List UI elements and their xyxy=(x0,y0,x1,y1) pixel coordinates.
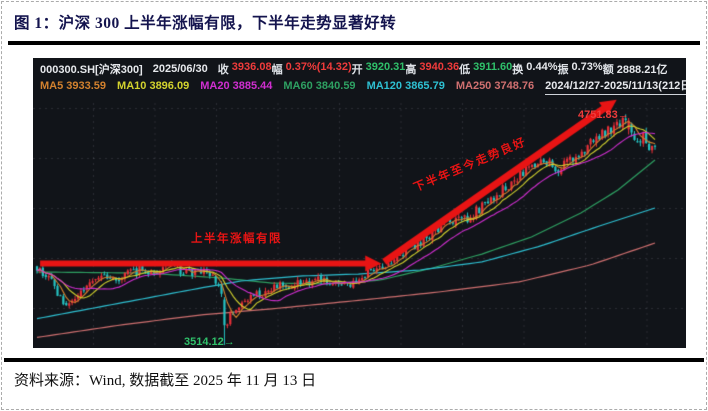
low-price-label: 3514.12→ xyxy=(184,336,235,348)
candlestick-chart[interactable] xyxy=(33,58,686,348)
quote-field: 振 0.73% xyxy=(558,61,603,77)
quote-field: 开 3920.31 xyxy=(352,61,406,77)
quote-field-label: 高 xyxy=(405,64,417,76)
quote-field: 换 0.44% xyxy=(512,61,557,77)
quote-date: 2025/06/30 xyxy=(152,63,208,75)
quote-field-label: 振 xyxy=(557,64,569,76)
quote-field-label: 额 xyxy=(602,64,614,76)
high-price-label: 4751.83→ xyxy=(578,109,629,121)
date-range-label[interactable]: 2024/12/27-2025/11/13(212日) xyxy=(545,77,686,95)
quote-field-value: 0.73% xyxy=(571,61,603,73)
quote-field: 收 3936.08 xyxy=(218,61,272,77)
quote-field-value: 0.44% xyxy=(526,61,558,73)
quote-field: 低 3911.60 xyxy=(459,61,512,77)
quote-header: 000300.SH[沪深300] 2025/06/30 收 3936.08 幅 0.3… xyxy=(40,61,681,77)
ma-label: MA10 3896.09 xyxy=(117,80,190,92)
ma-label: MA250 3748.76 xyxy=(455,80,535,92)
quote-field-value: 3936.08 xyxy=(231,61,272,73)
quote-field-value: 3940.36 xyxy=(419,61,460,73)
ma-labels: MA5 3933.59 MA10 3896.09 MA20 3885.44 MA60 … xyxy=(40,80,545,92)
ma-label: MA60 3840.59 xyxy=(283,80,356,92)
ma-label: MA120 3865.79 xyxy=(366,80,445,92)
quote-field: 幅 0.37%(14.32) xyxy=(272,61,352,77)
quote-field-value: 3911.60 xyxy=(473,61,513,73)
quote-field: 额 2888.21亿 xyxy=(603,61,668,77)
quote-field-value: 0.37%(14.32) xyxy=(285,61,352,73)
quote-field-label: 收 xyxy=(217,64,229,76)
quote-field-label: 幅 xyxy=(271,64,283,76)
ma-label: MA20 3885.44 xyxy=(200,80,273,92)
bottom-rule xyxy=(4,358,704,362)
symbol-label: 000300.SH[沪深300] xyxy=(40,64,143,76)
quote-fields: 收 3936.08 幅 0.37%(14.32) 开 3920.31 高 3940.36 低 39… xyxy=(218,61,668,77)
quote-field-value: 3920.31 xyxy=(365,61,406,73)
quote-field-label: 换 xyxy=(512,64,524,76)
ma-header: MA5 3933.59 MA10 3896.09 MA20 3885.44 MA60 … xyxy=(40,77,686,95)
ma-label: MA5 3933.59 xyxy=(40,80,107,92)
chart-panel: 000300.SH[沪深300] 2025/06/30 收 3936.08 幅 0.3… xyxy=(33,58,686,348)
top-rule xyxy=(8,41,700,45)
annotation-first-half: 上半年涨幅有限 xyxy=(191,233,282,245)
quote-field: 高 3940.36 xyxy=(405,61,459,77)
date-range-selector[interactable]: 2024/12/27-2025/11/13(212日) ▼ xyxy=(545,77,686,95)
figure-title: 图 1：沪深 300 上半年涨幅有限，下半年走势显著好转 xyxy=(14,15,397,32)
quote-field-label: 开 xyxy=(351,64,363,76)
source-text: 资料来源：Wind, 数据截至 2025 年 11 月 13 日 xyxy=(14,373,317,389)
quote-field-value: 2888.21亿 xyxy=(616,64,668,76)
quote-field-label: 低 xyxy=(459,64,471,76)
